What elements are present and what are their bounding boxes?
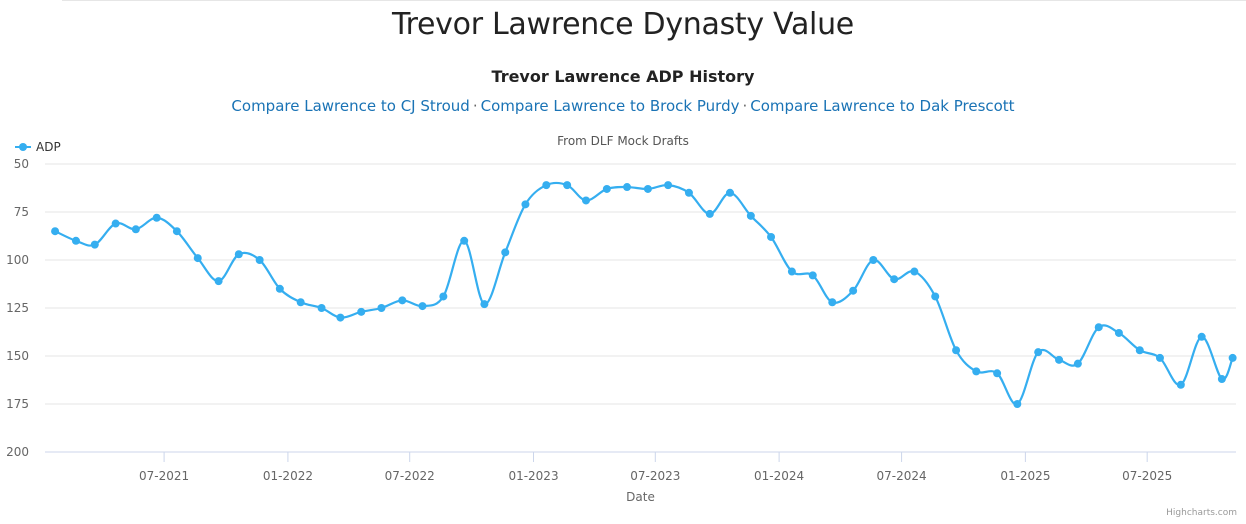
data-point[interactable] bbox=[90, 240, 99, 249]
compare-link-dak-prescott[interactable]: Compare Lawrence to Dak Prescott bbox=[750, 97, 1015, 115]
data-point[interactable] bbox=[418, 302, 427, 311]
data-point[interactable] bbox=[581, 196, 590, 205]
data-point[interactable] bbox=[1034, 348, 1043, 357]
x-tick-label: 01-2022 bbox=[263, 469, 313, 483]
axes: 50 75 100 125 150 175 200 07-2021 01-2022 07-2022… bbox=[6, 157, 1236, 504]
chart-subtitle: From DLF Mock Drafts bbox=[557, 134, 689, 148]
data-point[interactable] bbox=[910, 267, 919, 276]
data-point[interactable] bbox=[234, 250, 243, 259]
data-point[interactable] bbox=[1094, 323, 1103, 332]
data-point[interactable] bbox=[993, 369, 1002, 378]
data-point[interactable] bbox=[952, 346, 961, 355]
x-tick-label: 07-2025 bbox=[1122, 469, 1172, 483]
data-point[interactable] bbox=[1217, 375, 1226, 384]
data-point[interactable] bbox=[439, 292, 448, 301]
data-point[interactable] bbox=[1073, 359, 1082, 368]
data-point[interactable] bbox=[275, 284, 284, 293]
x-tick-label: 07-2022 bbox=[385, 469, 435, 483]
top-divider bbox=[62, 0, 1246, 1]
data-point[interactable] bbox=[501, 248, 510, 257]
data-point[interactable] bbox=[1013, 400, 1022, 408]
line-marker-icon bbox=[15, 142, 31, 152]
y-tick-label: 50 bbox=[14, 157, 29, 171]
data-point[interactable] bbox=[398, 296, 407, 305]
data-point[interactable] bbox=[336, 313, 345, 322]
x-axis-title: Date bbox=[626, 490, 655, 504]
data-point[interactable] bbox=[377, 304, 386, 312]
data-point[interactable] bbox=[664, 181, 673, 190]
data-point[interactable] bbox=[869, 256, 878, 264]
series-adp bbox=[51, 181, 1237, 408]
legend-label: ADP bbox=[36, 140, 61, 154]
data-point[interactable] bbox=[111, 219, 120, 228]
data-point[interactable] bbox=[51, 227, 60, 236]
data-point[interactable] bbox=[480, 300, 489, 309]
data-point[interactable] bbox=[172, 227, 181, 236]
link-separator: · bbox=[472, 97, 478, 115]
y-tick-label: 200 bbox=[6, 445, 29, 459]
legend-item-adp[interactable]: ADP bbox=[15, 140, 61, 154]
data-point[interactable] bbox=[460, 236, 469, 245]
data-point[interactable] bbox=[255, 256, 264, 264]
data-point[interactable] bbox=[643, 184, 652, 193]
data-point[interactable] bbox=[808, 271, 817, 280]
data-point[interactable] bbox=[563, 181, 572, 190]
data-point[interactable] bbox=[152, 213, 161, 222]
data-point[interactable] bbox=[1055, 355, 1064, 364]
data-point[interactable] bbox=[1135, 346, 1144, 355]
y-tick-label: 100 bbox=[6, 253, 29, 267]
compare-link-cj-stroud[interactable]: Compare Lawrence to CJ Stroud bbox=[231, 97, 470, 115]
chart-title: Trevor Lawrence ADP History bbox=[491, 67, 755, 86]
data-point[interactable] bbox=[705, 209, 714, 218]
data-point[interactable] bbox=[214, 277, 223, 286]
data-point[interactable] bbox=[1228, 353, 1237, 362]
data-point[interactable] bbox=[296, 298, 305, 307]
data-point[interactable] bbox=[131, 225, 140, 234]
credit-link[interactable]: Highcharts.com bbox=[1166, 508, 1237, 518]
x-tick-label: 07-2021 bbox=[139, 469, 189, 483]
link-separator: · bbox=[742, 97, 748, 115]
data-point[interactable] bbox=[931, 292, 940, 301]
compare-links: Compare Lawrence to CJ Stroud · Compare La… bbox=[0, 97, 1246, 115]
y-tick-label: 75 bbox=[14, 205, 29, 219]
data-point[interactable] bbox=[1114, 328, 1123, 337]
data-point[interactable] bbox=[71, 236, 80, 245]
data-point[interactable] bbox=[193, 254, 202, 263]
x-tick-label: 01-2024 bbox=[754, 469, 804, 483]
data-point[interactable] bbox=[1155, 353, 1164, 362]
x-tick-label: 01-2025 bbox=[1000, 469, 1050, 483]
data-point[interactable] bbox=[542, 181, 551, 190]
data-point[interactable] bbox=[849, 286, 858, 295]
y-tick-label: 175 bbox=[6, 397, 29, 411]
data-point[interactable] bbox=[1197, 332, 1206, 341]
data-point[interactable] bbox=[1176, 380, 1185, 389]
compare-link-brock-purdy[interactable]: Compare Lawrence to Brock Purdy bbox=[480, 97, 740, 115]
data-point[interactable] bbox=[890, 275, 899, 284]
data-point[interactable] bbox=[317, 304, 326, 312]
data-point[interactable] bbox=[972, 367, 981, 376]
data-point[interactable] bbox=[623, 183, 632, 192]
x-tick-label: 01-2023 bbox=[508, 469, 558, 483]
series-line bbox=[54, 181, 1234, 406]
grid-lines bbox=[45, 163, 1236, 405]
data-point[interactable] bbox=[787, 267, 796, 276]
y-tick-label: 150 bbox=[6, 349, 29, 363]
y-tick-label: 125 bbox=[6, 301, 29, 315]
x-tick-label: 07-2023 bbox=[630, 469, 680, 483]
data-point[interactable] bbox=[746, 211, 755, 220]
x-tick-label: 07-2024 bbox=[877, 469, 927, 483]
data-point[interactable] bbox=[684, 188, 693, 197]
data-point[interactable] bbox=[828, 298, 837, 307]
data-point[interactable] bbox=[767, 232, 776, 241]
data-point[interactable] bbox=[521, 200, 530, 209]
data-point[interactable] bbox=[725, 188, 734, 197]
page-title: Trevor Lawrence Dynasty Value bbox=[392, 7, 854, 42]
data-point[interactable] bbox=[357, 307, 366, 316]
data-point[interactable] bbox=[602, 184, 611, 193]
